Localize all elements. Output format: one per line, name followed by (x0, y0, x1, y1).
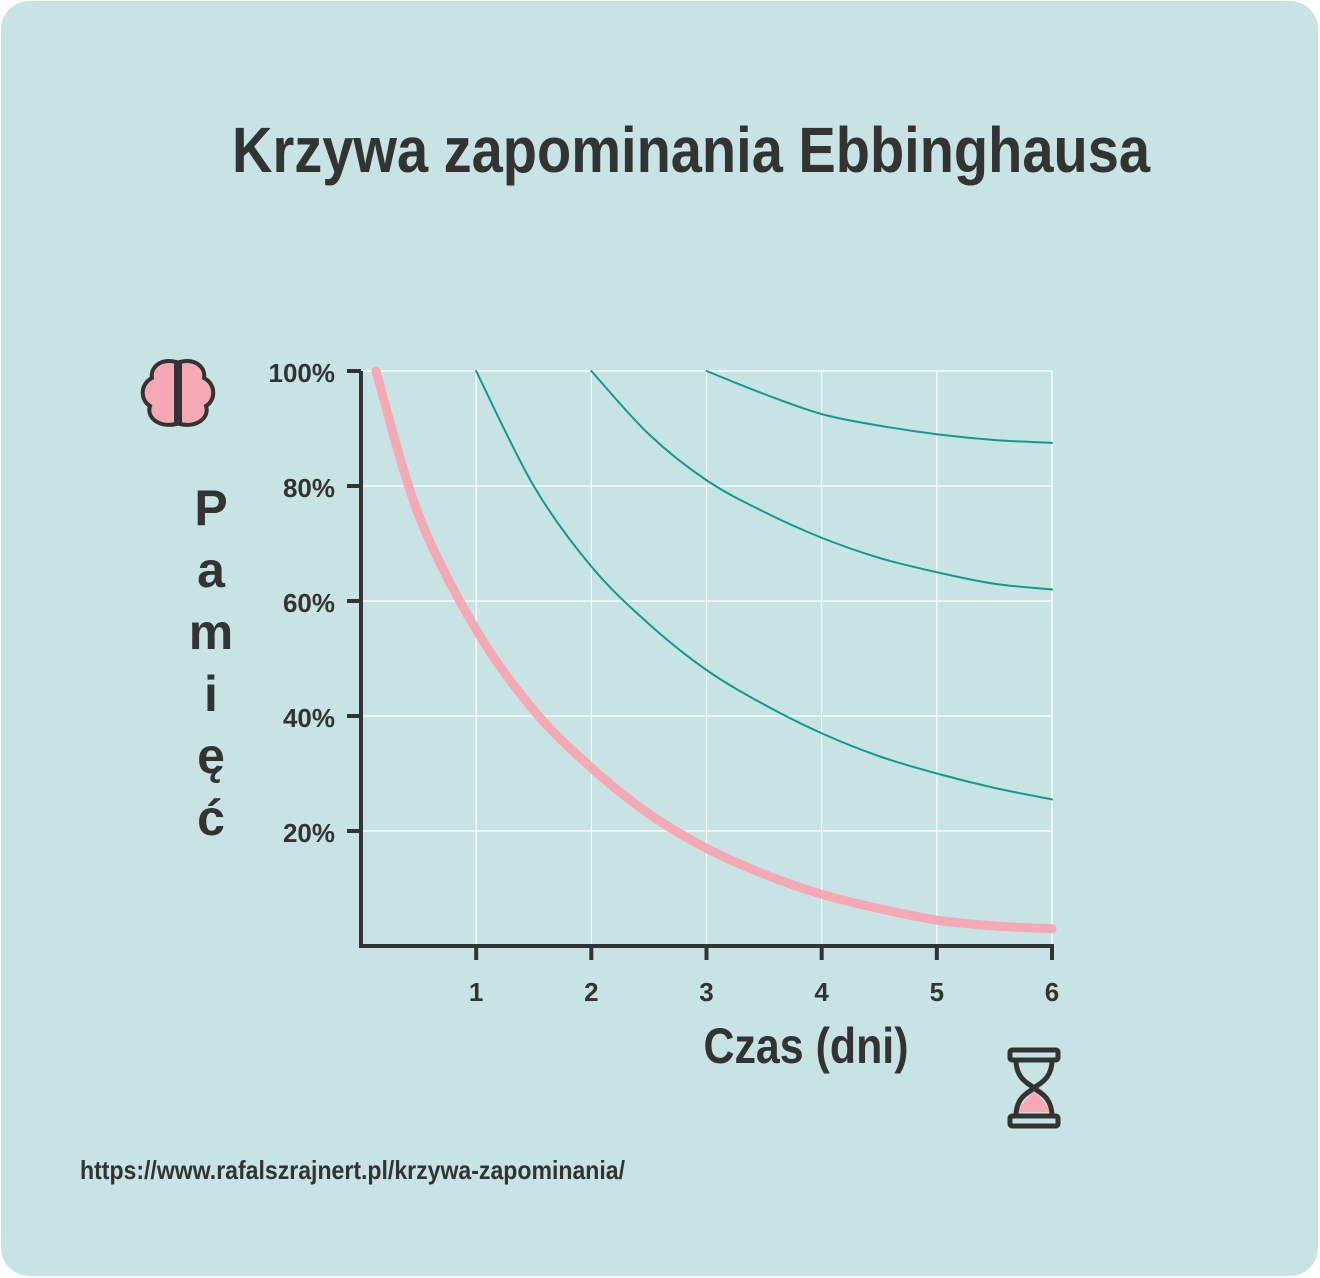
x-tick-label: 5 (930, 977, 944, 1007)
x-tick-label: 2 (584, 977, 598, 1007)
x-tick-label: 6 (1045, 977, 1059, 1007)
y-tick-label: 20% (283, 818, 335, 848)
x-axis-label: Czas (dni) (704, 1018, 909, 1074)
line (475, 370, 1053, 801)
hourglass-icon (1007, 1047, 1061, 1129)
y-axis-label: Pamięć (183, 480, 239, 852)
x-tick-label: 3 (699, 977, 713, 1007)
y-tick-label: 60% (283, 588, 335, 618)
y-tick-label: 40% (283, 703, 335, 733)
source: https://www.rafalszrajnert.pl/krzywa-zap… (80, 1155, 625, 1185)
y-tick-label: 80% (283, 473, 335, 503)
line (590, 370, 1053, 591)
y-tick-label: 100% (269, 358, 336, 388)
x-tick-label: 4 (814, 977, 829, 1007)
x-tick-label: 1 (469, 977, 483, 1007)
chart-title: Krzywa zapominania Ebbinghausa (232, 114, 1150, 186)
line (705, 370, 1053, 444)
brain-icon (140, 359, 216, 427)
line (371, 366, 1057, 934)
